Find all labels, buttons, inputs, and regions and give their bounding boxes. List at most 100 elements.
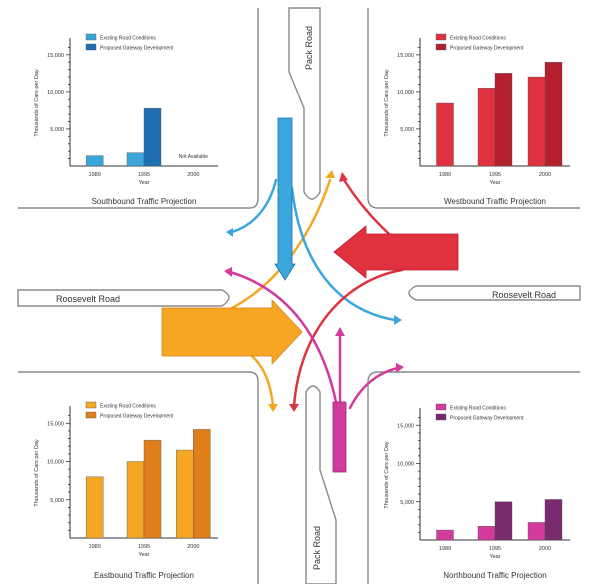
chart-title: Westbound Traffic Projection xyxy=(444,197,546,206)
y-axis-label: Thousands of Cars per Day xyxy=(34,69,40,137)
eastbound-right-turn-arrowhead xyxy=(268,404,278,412)
road-label-roosevelt-left: Roosevelt Road xyxy=(56,294,120,304)
y-tick-label: 15,000 xyxy=(47,53,64,59)
legend-swatch-1 xyxy=(85,411,97,419)
bar-proposed-1995 xyxy=(494,501,513,541)
bar-existing-1989 xyxy=(436,102,454,167)
legend-swatch-1 xyxy=(435,413,447,421)
westbound-left-turn-arrow xyxy=(292,268,404,408)
median-north xyxy=(288,7,321,200)
y-axis-label: Thousands of Cars per Day xyxy=(34,439,40,507)
road-edge-ne xyxy=(367,8,580,209)
y-tick-label: 5,000 xyxy=(50,498,64,504)
northbound-through-arrow xyxy=(332,401,347,473)
westbound-right-turn-arrow xyxy=(342,178,400,244)
westbound-chart: 5,000 10,000 15,000 Thousands of Cars per D… xyxy=(384,33,570,206)
y-tick-label: 5,000 xyxy=(400,500,414,506)
chart-title: Northbound Traffic Projection xyxy=(443,571,546,580)
bar-proposed-2000 xyxy=(544,62,563,167)
x-tick-label: 1995 xyxy=(489,546,501,552)
bar-proposed-1995 xyxy=(143,107,162,167)
bar-existing-2000 xyxy=(176,449,194,539)
westbound-arrows xyxy=(289,172,459,412)
legend-label-0: Existing Road Conditions xyxy=(100,404,156,410)
southbound-arrows xyxy=(226,117,402,325)
legend-label-0: Existing Road Conditions xyxy=(450,36,506,42)
y-tick-label: 15,000 xyxy=(397,423,414,429)
x-tick-label: 2000 xyxy=(187,544,199,550)
median-west xyxy=(17,289,230,307)
southbound-chart: 5,000 10,000 15,000 Thousands of Cars per D… xyxy=(34,33,218,206)
legend-swatch-1 xyxy=(85,43,97,51)
southbound-left-turn-arrowhead xyxy=(394,315,402,325)
legend-swatch-0 xyxy=(435,33,447,41)
road-label-pack-bottom: Pack Road xyxy=(312,526,322,570)
x-axis-label: Year xyxy=(138,552,149,558)
bar-existing-2000 xyxy=(527,522,546,541)
x-tick-label: 1989 xyxy=(89,172,101,178)
northbound-chart: 5,000 10,000 15,000 Thousands of Cars per D… xyxy=(384,403,570,580)
x-axis-label: Year xyxy=(138,180,149,186)
northbound-right-turn-arrowhead xyxy=(396,363,404,373)
y-tick-label: 10,000 xyxy=(397,462,414,468)
annotation-not-available: Not Available xyxy=(179,154,208,160)
y-tick-label: 15,000 xyxy=(47,421,64,427)
x-tick-label: 2000 xyxy=(539,172,551,178)
eastbound-through-arrow xyxy=(161,298,303,366)
chart-title: Eastbound Traffic Projection xyxy=(94,571,194,580)
road-label-pack-top: Pack Road xyxy=(304,26,314,70)
road-edge-nw xyxy=(18,8,259,209)
legend-swatch-0 xyxy=(85,401,97,409)
bar-existing-1995 xyxy=(126,152,145,167)
x-tick-label: 1995 xyxy=(489,172,501,178)
bar-proposed-2000 xyxy=(544,499,563,541)
southbound-through-arrow xyxy=(274,117,296,281)
legend-swatch-0 xyxy=(435,403,447,411)
legend-swatch-0 xyxy=(85,33,97,41)
northbound-arrows xyxy=(224,267,404,473)
westbound-through-arrow xyxy=(333,225,459,279)
legend-label-0: Existing Road Conditions xyxy=(450,406,506,412)
x-tick-label: 2000 xyxy=(187,172,199,178)
x-tick-label: 1989 xyxy=(439,172,451,178)
legend-label-1: Proposed Gateway Development xyxy=(100,414,174,420)
northbound-left-turn-arrow xyxy=(228,270,340,414)
bar-existing-1995 xyxy=(126,461,145,539)
x-axis-label: Year xyxy=(489,554,500,560)
road-edge-sw xyxy=(18,371,259,584)
legend-swatch-1 xyxy=(435,43,447,51)
y-tick-label: 5,000 xyxy=(50,127,64,133)
northbound-through-arrowhead xyxy=(335,327,345,336)
bar-existing-1995 xyxy=(477,87,496,167)
eastbound-left-turn-arrowhead xyxy=(325,170,335,178)
x-tick-label: 1995 xyxy=(138,172,150,178)
median-south xyxy=(305,385,337,584)
traffic-arrows xyxy=(161,117,459,473)
bar-existing-1995 xyxy=(477,526,496,541)
southbound-right-turn-arrow xyxy=(230,178,278,234)
bar-proposed-1995 xyxy=(143,439,162,539)
legend-label-0: Existing Road Conditions xyxy=(100,36,156,42)
x-tick-label: 1989 xyxy=(89,544,101,550)
northbound-right-turn-arrow xyxy=(348,366,400,410)
bar-proposed-2000 xyxy=(193,429,211,539)
x-tick-label: 1995 xyxy=(138,544,150,550)
legend-label-1: Proposed Gateway Development xyxy=(450,416,524,422)
westbound-left-turn-arrowhead xyxy=(289,404,299,412)
y-tick-label: 10,000 xyxy=(397,90,414,96)
y-tick-label: 10,000 xyxy=(47,460,64,466)
chart-title: Southbound Traffic Projection xyxy=(92,197,197,206)
legend-label-1: Proposed Gateway Development xyxy=(100,46,174,52)
road-edge-se xyxy=(367,371,580,584)
bar-proposed-1995 xyxy=(494,73,513,167)
bar-existing-1989 xyxy=(85,476,104,539)
median-east xyxy=(408,285,581,301)
road-medians xyxy=(17,7,581,584)
y-axis-label: Thousands of Cars per Day xyxy=(384,441,390,509)
y-axis-label: Thousands of Cars per Day xyxy=(384,69,390,137)
x-tick-label: 1989 xyxy=(439,546,451,552)
road-label-roosevelt-right: Roosevelt Road xyxy=(492,290,556,300)
x-axis-label: Year xyxy=(489,180,500,186)
x-tick-label: 2000 xyxy=(539,546,551,552)
